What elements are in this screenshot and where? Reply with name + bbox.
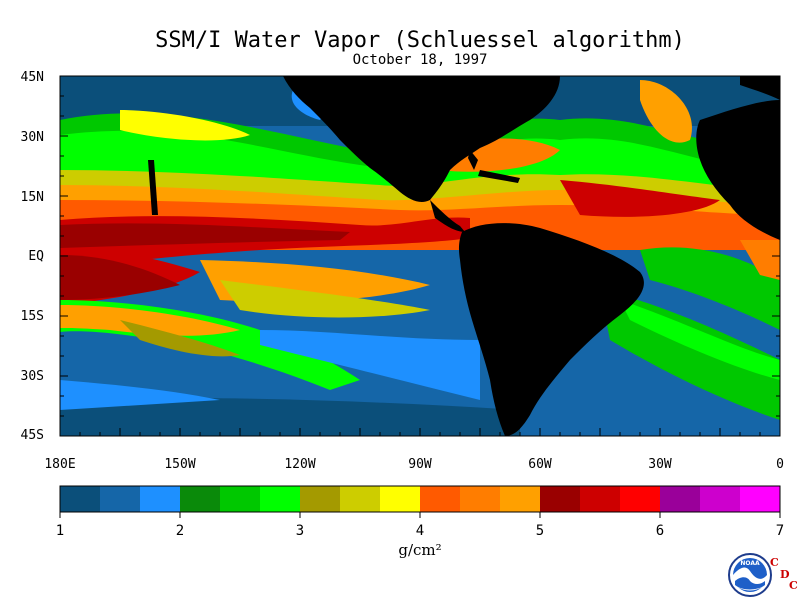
colorbar-swatch	[140, 486, 181, 512]
lon-label-120w: 120W	[284, 457, 316, 472]
colorbar-label-2: 2	[175, 523, 185, 539]
colorbar-label-7: 7	[775, 523, 785, 539]
lat-label-30n: 30N	[20, 130, 44, 145]
colorbar-swatch	[380, 486, 421, 512]
colorbar-label-6: 6	[655, 523, 665, 539]
lat-label-15s: 15S	[20, 309, 44, 324]
colorbar-label-4: 4	[415, 523, 425, 539]
cdc-letter-d: D	[780, 568, 790, 581]
lon-label-30w: 30W	[648, 457, 672, 472]
colorbar-swatch	[100, 486, 141, 512]
lat-label-45n: 45N	[20, 70, 44, 85]
cdc-letter-c2: C	[789, 579, 798, 592]
lat-label-15n: 15N	[20, 190, 44, 205]
lon-label-60w: 60W	[528, 457, 552, 472]
land-mass	[148, 76, 780, 436]
lon-label-180e: 180E	[44, 457, 76, 472]
noaa-logo: NOAA	[728, 553, 772, 597]
lat-label-eq: EQ	[28, 249, 44, 264]
colorbar-swatch	[580, 486, 621, 512]
colorbar-swatch	[460, 486, 501, 512]
colorbar-label-5: 5	[535, 523, 545, 539]
colorbar-unit: g/cm²	[398, 541, 442, 559]
colorbar-swatch	[500, 486, 541, 512]
colorbar-label-1: 1	[55, 523, 65, 539]
colorbar-swatch	[300, 486, 341, 512]
colorbar-swatch	[260, 486, 301, 512]
map-date: October 18, 1997	[352, 52, 488, 68]
colorbar-label-3: 3	[295, 523, 305, 539]
logo-text: NOAA	[740, 560, 760, 567]
colorbar-swatch	[660, 486, 701, 512]
cdc-letter-c1: C	[770, 556, 779, 569]
colorbar	[59, 485, 781, 518]
colorbar-swatch	[340, 486, 381, 512]
colorbar-swatch	[740, 486, 781, 512]
map-field	[60, 76, 780, 436]
colorbar-swatch	[60, 486, 101, 512]
colorbar-swatch	[420, 486, 461, 512]
colorbar-swatch	[220, 486, 261, 512]
axis-ticks	[59, 75, 781, 437]
map-title: SSM/I Water Vapor (Schluessel algorithm)	[155, 28, 685, 53]
lat-label-45s: 45S	[20, 428, 44, 443]
lon-label-0: 0	[776, 457, 784, 472]
colorbar-swatch	[180, 486, 221, 512]
lon-label-90w: 90W	[408, 457, 432, 472]
lon-label-150w: 150W	[164, 457, 196, 472]
colorbar-swatch	[620, 486, 661, 512]
colorbar-swatch	[700, 486, 741, 512]
lat-label-30s: 30S	[20, 369, 44, 384]
colorbar-swatch	[540, 486, 581, 512]
